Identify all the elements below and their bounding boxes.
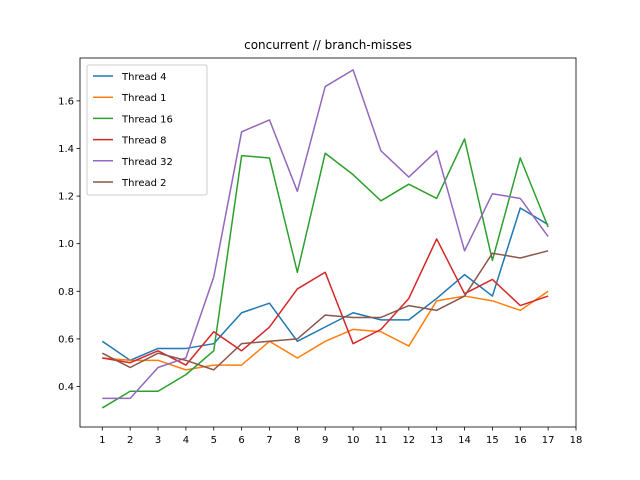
x-tick-label: 11 <box>375 435 388 446</box>
x-tick-label: 1 <box>99 435 105 446</box>
x-tick-label: 5 <box>211 435 217 446</box>
legend-box <box>86 64 208 196</box>
y-tick-label: 0.6 <box>58 334 74 345</box>
x-tick-label: 3 <box>155 435 161 446</box>
x-tick-label: 17 <box>542 435 555 446</box>
x-tick-label: 2 <box>127 435 133 446</box>
x-tick-label: 6 <box>238 435 244 446</box>
y-axis-ticks: 0.4 0.6 0.8 1.0 1.2 1.4 1.6 <box>58 96 80 393</box>
x-tick-label: 14 <box>458 435 471 446</box>
x-tick-label: 15 <box>486 435 499 446</box>
x-tick-label: 16 <box>514 435 527 446</box>
series-line-thread-1 <box>102 290 549 371</box>
x-tick-label: 18 <box>570 435 583 446</box>
legend-label-thread-4: Thread 4 <box>121 72 167 83</box>
x-tick-label: 13 <box>430 435 443 446</box>
x-tick-label: 4 <box>183 435 189 446</box>
series-line-thread-32 <box>102 69 549 400</box>
x-tick-label: 7 <box>266 435 272 446</box>
legend: Thread 4 Thread 1 Thread 16 Thread 8 Thread … <box>86 64 208 196</box>
x-tick-label: 9 <box>322 435 328 446</box>
legend-label-thread-1: Thread 1 <box>121 93 167 104</box>
x-tick-label: 8 <box>294 435 300 446</box>
series-lines <box>101 69 549 409</box>
legend-label-thread-8: Thread 8 <box>121 136 167 147</box>
legend-label-thread-16: Thread 16 <box>121 114 173 125</box>
y-tick-label: 1.6 <box>58 96 74 107</box>
x-tick-label: 12 <box>402 435 415 446</box>
series-line-thread-8 <box>102 238 549 366</box>
y-tick-label: 1.2 <box>58 192 74 203</box>
chart-title: concurrent // branch-misses <box>244 38 412 52</box>
legend-label-thread-32: Thread 32 <box>121 157 173 168</box>
series-line-thread-2 <box>101 250 549 371</box>
y-tick-label: 1.4 <box>58 144 74 155</box>
y-tick-label: 1.0 <box>58 239 74 250</box>
series-line-thread-16 <box>101 138 549 409</box>
y-tick-label: 0.8 <box>58 287 74 298</box>
plot-frame <box>79 57 577 428</box>
x-axis-ticks: 1 2 3 4 5 6 7 8 9 10 11 12 13 14 15 16 17 18 <box>99 427 582 446</box>
y-tick-label: 0.4 <box>58 382 74 393</box>
x-tick-label: 10 <box>347 435 360 446</box>
legend-label-thread-2: Thread 2 <box>121 178 167 189</box>
plot-area <box>79 57 577 428</box>
